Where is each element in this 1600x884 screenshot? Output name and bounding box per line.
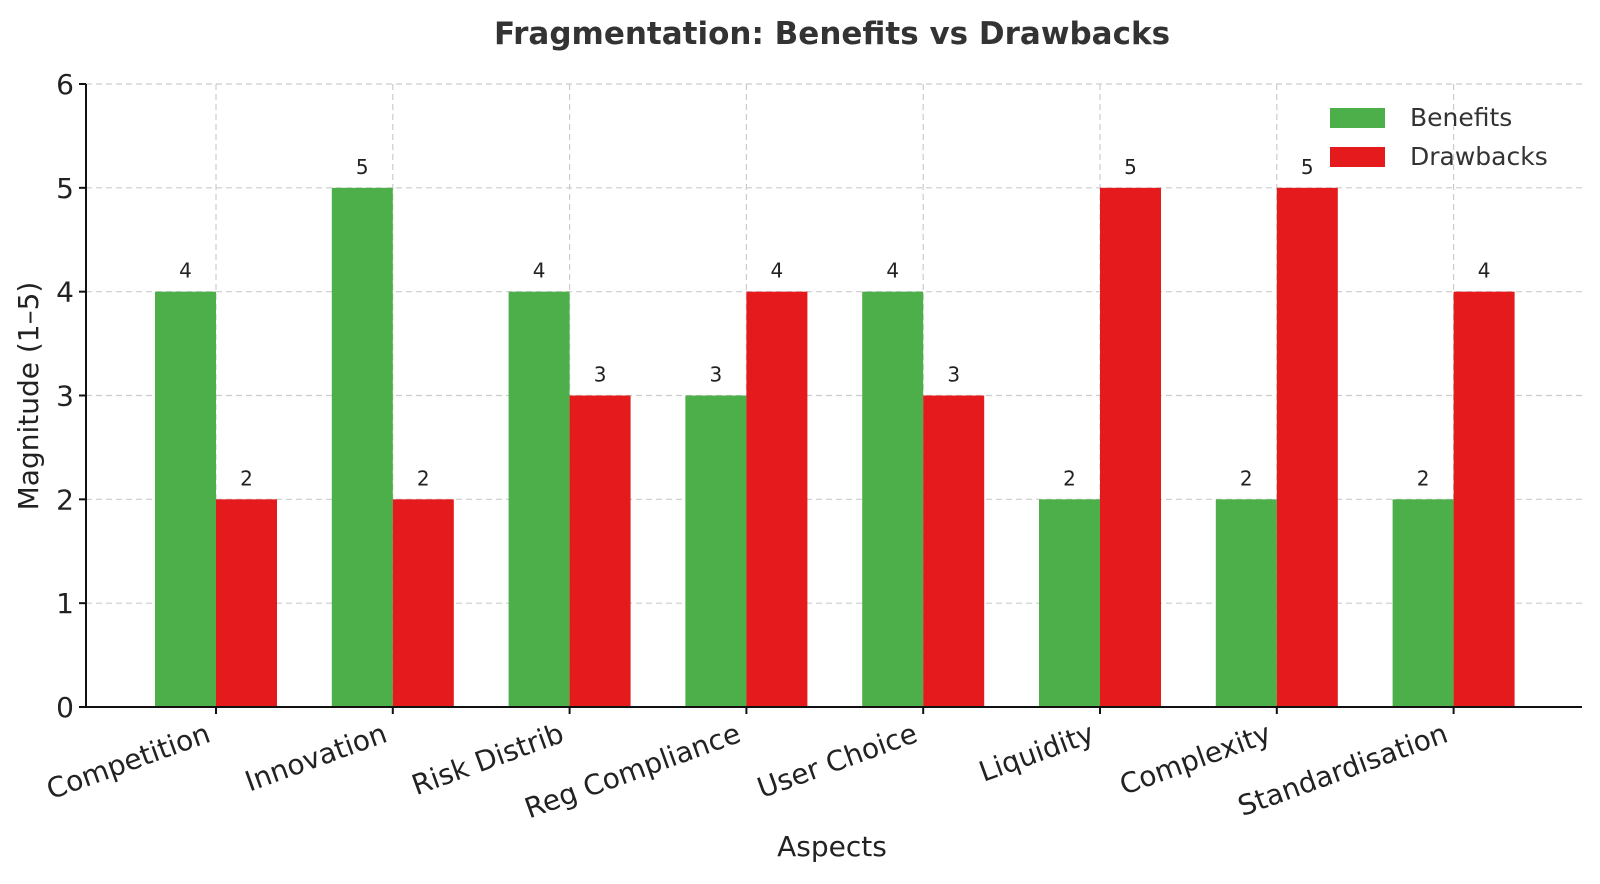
bar-drawbacks — [1453, 291, 1515, 707]
bar-drawbacks — [1276, 187, 1338, 708]
bar-drawbacks — [392, 499, 454, 707]
x-tick-label: Liquidity — [975, 717, 1099, 789]
y-tick-label: 6 — [56, 68, 74, 101]
y-tick-label: 0 — [56, 691, 74, 724]
data-label: 2 — [417, 466, 430, 490]
bar-benefits — [155, 291, 216, 707]
bar-drawbacks — [923, 395, 985, 707]
data-label: 5 — [1301, 155, 1314, 179]
y-tick-label: 3 — [56, 380, 74, 413]
data-label: 3 — [947, 363, 960, 387]
x-tick-label: User Choice — [753, 717, 922, 805]
bar-benefits — [331, 187, 393, 708]
legend: Benefits Drawbacks — [1330, 103, 1548, 171]
data-label: 4 — [179, 259, 192, 283]
y-tick-label: 2 — [56, 483, 74, 516]
data-label: 4 — [533, 259, 546, 283]
legend-label-drawbacks: Drawbacks — [1410, 142, 1548, 171]
y-tick-label: 4 — [56, 276, 74, 309]
grid-layer — [86, 83, 1582, 707]
y-tick-label: 5 — [56, 172, 74, 205]
legend-swatch-drawbacks — [1330, 147, 1385, 167]
y-tick-label: 1 — [56, 587, 74, 620]
legend-swatch-benefits — [1330, 108, 1385, 128]
data-label: 5 — [356, 155, 369, 179]
bar-benefits — [1039, 499, 1100, 707]
data-label: 2 — [240, 466, 253, 490]
y-axis-label: Magnitude (1–5) — [12, 282, 45, 511]
data-labels-layer: 4 5 4 3 4 2 2 2 2 2 3 4 3 5 5 4 — [179, 155, 1490, 491]
bar-drawbacks — [569, 395, 631, 707]
data-label: 4 — [886, 259, 899, 283]
x-tick-label: Innovation — [241, 717, 392, 799]
x-axis-label: Aspects — [777, 830, 887, 863]
data-label: 3 — [710, 363, 723, 387]
bar-benefits — [508, 291, 570, 707]
bar-benefits — [862, 291, 924, 707]
data-label: 2 — [1063, 466, 1076, 490]
bar-drawbacks — [746, 291, 808, 707]
data-label: 2 — [1240, 466, 1253, 490]
legend-label-benefits: Benefits — [1410, 103, 1512, 132]
bar-drawbacks — [1100, 187, 1161, 708]
data-label: 4 — [771, 259, 784, 283]
bar-drawbacks — [216, 499, 277, 707]
bars-layer — [155, 187, 1515, 708]
data-label: 5 — [1124, 155, 1137, 179]
data-label: 3 — [594, 363, 607, 387]
data-label: 4 — [1478, 259, 1491, 283]
x-tick-label: Competition — [42, 717, 214, 807]
bar-benefits — [1392, 499, 1454, 707]
bar-benefits — [1215, 499, 1277, 707]
bar-benefits — [685, 395, 747, 707]
chart-title: Fragmentation: Benefits vs Drawbacks — [494, 16, 1170, 52]
data-label: 2 — [1417, 466, 1430, 490]
